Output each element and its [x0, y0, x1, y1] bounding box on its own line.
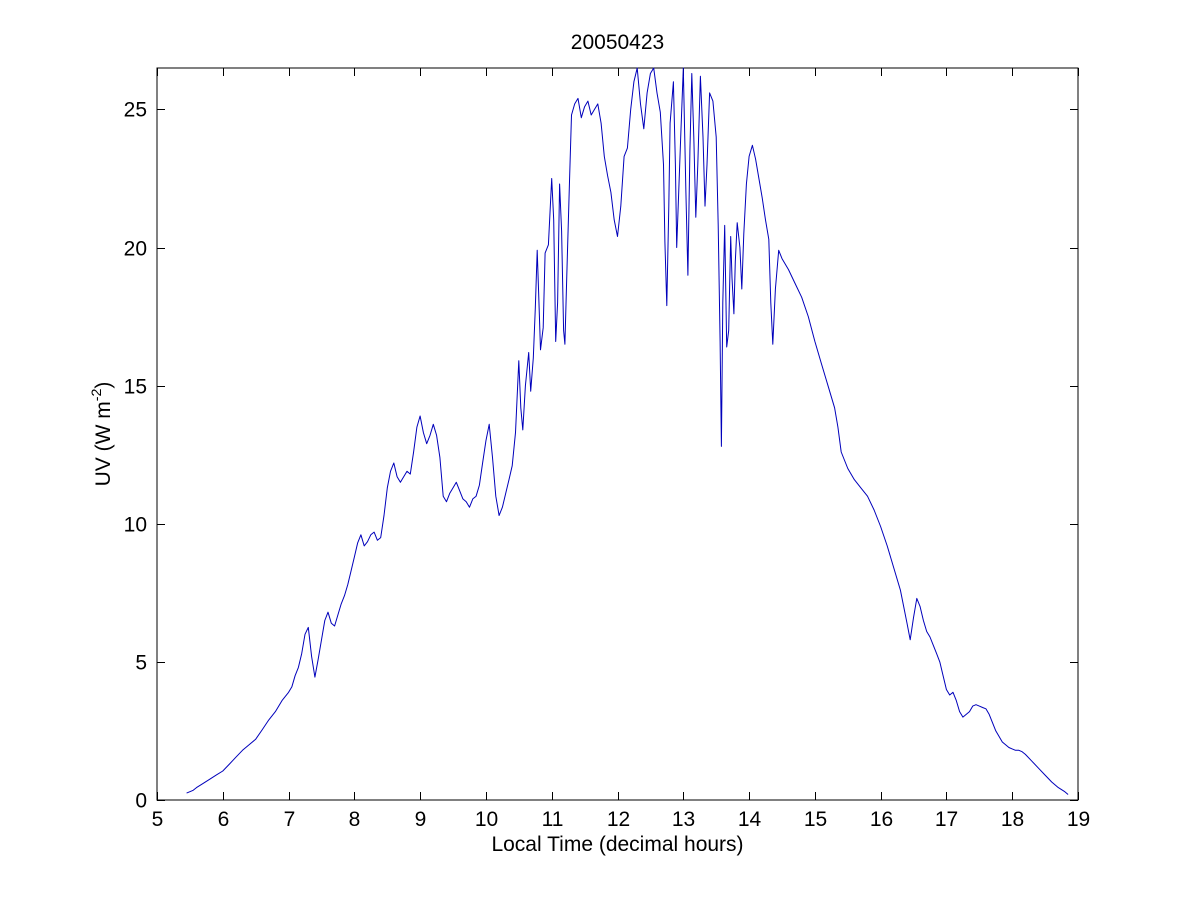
x-tick-label: 11 [542, 808, 564, 831]
y-axis-label-superscript: -2 [88, 388, 105, 402]
x-tick-label: 19 [1067, 808, 1090, 831]
y-tick-label: 10 [124, 514, 147, 537]
x-tick-label: 7 [284, 808, 296, 831]
uv-series-line [186, 67, 1069, 795]
y-tick-label: 0 [135, 790, 147, 813]
x-tick-label: 9 [415, 808, 427, 831]
x-tick-label: 17 [935, 808, 958, 831]
y-axis-label-text: UV (W m [92, 401, 115, 487]
plot-box [156, 67, 1079, 801]
x-tick-label: 13 [672, 808, 695, 831]
chart-title: 20050423 [570, 31, 665, 54]
y-tick-label: 20 [124, 238, 147, 261]
x-tick-label: 5 [152, 808, 164, 831]
x-tick-label: 8 [349, 808, 361, 831]
y-axis-label: UV (W m-2) [88, 382, 116, 487]
x-axis-label: Local Time (decimal hours) [491, 833, 744, 856]
x-tick-label: 18 [1001, 808, 1024, 831]
y-tick-label: 15 [124, 376, 147, 399]
x-tick-label: 6 [218, 808, 230, 831]
x-tick-label: 12 [607, 808, 630, 831]
y-tick-label: 5 [135, 652, 147, 675]
x-tick-label: 16 [870, 808, 893, 831]
x-tick-label: 14 [738, 808, 762, 831]
x-tick-label: 10 [475, 808, 498, 831]
x-tick-label: 15 [804, 808, 827, 831]
y-tick-label: 25 [124, 99, 147, 122]
